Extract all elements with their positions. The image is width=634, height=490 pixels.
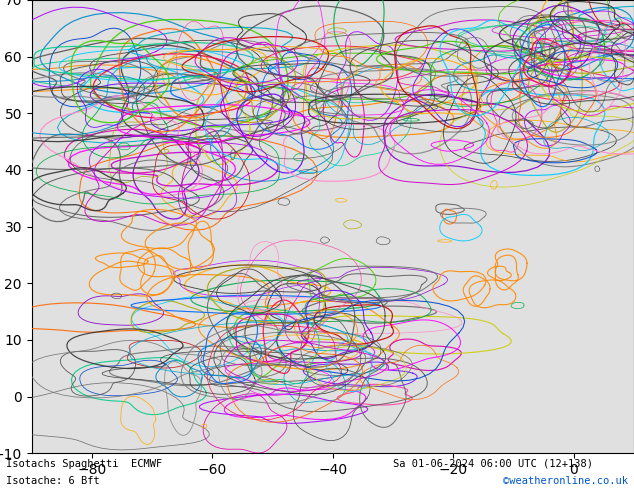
Text: Isotache: 6 Bft: Isotache: 6 Bft [6,476,100,486]
Text: ©weatheronline.co.uk: ©weatheronline.co.uk [503,476,628,486]
Text: Isotachs Spaghetti  ECMWF: Isotachs Spaghetti ECMWF [6,459,162,469]
Text: Sa 01-06-2024 06:00 UTC (12+138): Sa 01-06-2024 06:00 UTC (12+138) [393,459,593,469]
